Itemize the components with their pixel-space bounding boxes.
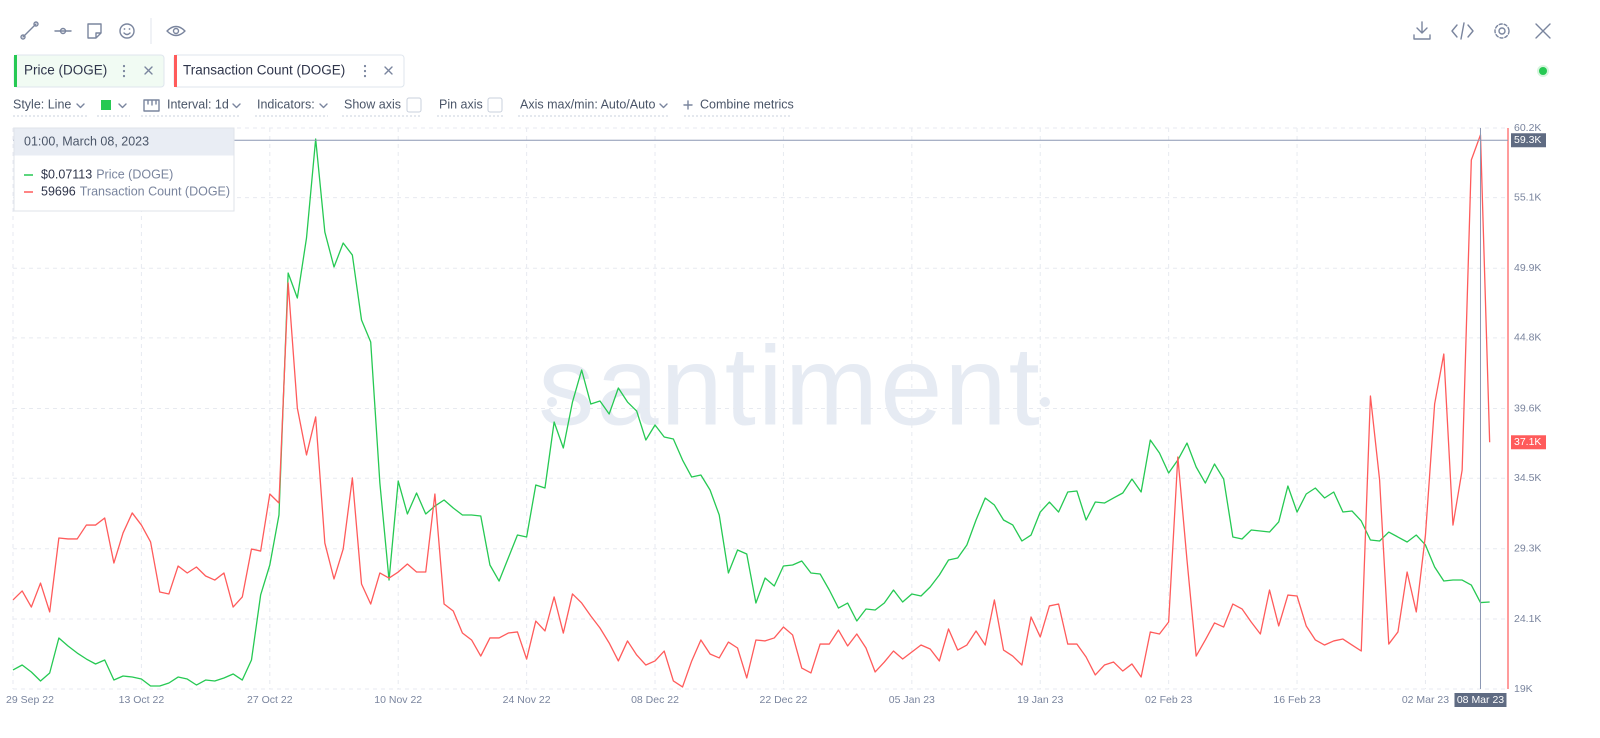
hover-x-label-box xyxy=(1454,693,1507,707)
drawing-toolbar xyxy=(20,18,1551,44)
last-value-label: 37.1K xyxy=(1514,436,1541,448)
y-tick-label: 19K xyxy=(1514,683,1533,695)
tooltip: 01:00, March 08, 2023 $0.07113 Price (DOGE… xyxy=(13,127,235,212)
style-control[interactable]: Style: Line xyxy=(13,97,71,111)
tab-color-bar xyxy=(14,55,17,87)
y-tick-label: 29.3K xyxy=(1514,543,1541,555)
y-tick-label: 24.1K xyxy=(1514,613,1541,625)
x-tick-label: 19 Jan 23 xyxy=(1017,694,1063,706)
interval-icon xyxy=(143,99,160,112)
x-tick-label: 29 Sep 22 xyxy=(6,694,54,706)
combine-metrics[interactable]: Combine metrics xyxy=(700,97,794,111)
y-tick-label: 49.9K xyxy=(1514,262,1541,274)
y-tick-label: 34.5K xyxy=(1514,472,1541,484)
series-line xyxy=(12,134,1491,688)
y-tick-label: 44.8K xyxy=(1514,332,1541,344)
tooltip-value: 59696 xyxy=(41,184,76,198)
metric-tab[interactable]: Price (DOGE) xyxy=(13,54,165,88)
visibility-toggle[interactable] xyxy=(166,25,186,37)
plus-icon xyxy=(683,100,693,110)
tooltip-series-name: Transaction Count (DOGE) xyxy=(80,184,230,198)
x-tick-label: 16 Feb 23 xyxy=(1273,694,1320,706)
show-axis-checkbox[interactable] xyxy=(406,97,422,113)
tooltip-header xyxy=(14,128,234,156)
x-tick-label: 05 Jan 23 xyxy=(889,694,935,706)
interval-control[interactable]: Interval: 1d xyxy=(167,97,229,111)
tab-remove[interactable] xyxy=(144,66,153,75)
x-tick-label: 27 Oct 22 xyxy=(247,694,293,706)
watermark-dot xyxy=(547,397,557,407)
last-value-box xyxy=(1511,435,1546,450)
watermark: santiment xyxy=(538,324,1042,449)
watermark-dot xyxy=(1040,397,1050,407)
emoji-tool[interactable] xyxy=(119,23,135,39)
line-tool[interactable] xyxy=(20,21,39,40)
x-tick-label: 02 Feb 23 xyxy=(1145,694,1192,706)
horizontal-line-tool[interactable] xyxy=(54,27,72,35)
show-axis-label[interactable]: Show axis xyxy=(344,97,401,111)
dropdown-chevron[interactable] xyxy=(232,103,241,109)
plot: santiment 29 Sep 22 13 Oct 22 27 Oct 22 10 N… xyxy=(6,122,1546,707)
tooltip-title: 01:00, March 08, 2023 xyxy=(24,134,149,148)
embed-button[interactable] xyxy=(1451,22,1474,40)
tooltip-series-name: Price (DOGE) xyxy=(96,167,173,181)
x-tick-label: 13 Oct 22 xyxy=(119,694,165,706)
axis-minmax-control[interactable]: Axis max/min: Auto/Auto xyxy=(520,97,656,111)
hover-x-label: 08 Mar 23 xyxy=(1457,694,1504,706)
tab-remove[interactable] xyxy=(384,66,393,75)
y-tick-label: 55.1K xyxy=(1514,191,1541,203)
x-tick-label: 22 Dec 22 xyxy=(759,694,807,706)
close-button[interactable] xyxy=(1535,23,1551,39)
controls: Style: Line Interval: 1d Indicators: Sho… xyxy=(13,97,794,117)
y-tick-label: 60.2K xyxy=(1514,122,1541,134)
y-tick-label: 39.6K xyxy=(1514,402,1541,414)
settings-button[interactable] xyxy=(1494,23,1510,39)
pin-axis-checkbox[interactable] xyxy=(487,97,503,113)
series-line xyxy=(12,138,1490,687)
tab-label: Price (DOGE) xyxy=(24,63,107,78)
x-tick-label: 24 Nov 22 xyxy=(503,694,551,706)
x-tick-label: 08 Dec 22 xyxy=(631,694,679,706)
hover-y-label: 59.3K xyxy=(1514,134,1541,146)
indicators-control[interactable]: Indicators: xyxy=(257,97,315,111)
dropdown-chevron[interactable] xyxy=(76,103,85,109)
tab-color-bar xyxy=(174,55,177,87)
dropdown-chevron[interactable] xyxy=(319,103,328,109)
x-tick-label: 02 Mar 23 xyxy=(1402,694,1449,706)
note-tool[interactable] xyxy=(87,23,102,39)
color-picker[interactable] xyxy=(101,100,111,110)
dropdown-chevron[interactable] xyxy=(118,103,127,109)
pin-axis-label[interactable]: Pin axis xyxy=(439,97,483,111)
status-dot xyxy=(1539,67,1547,75)
hover-y-label-box xyxy=(1511,133,1546,148)
metric-tab[interactable]: Transaction Count (DOGE) xyxy=(173,54,405,88)
tab-label: Transaction Count (DOGE) xyxy=(183,63,345,78)
dropdown-chevron[interactable] xyxy=(659,103,668,109)
x-tick-label: 10 Nov 22 xyxy=(374,694,422,706)
tooltip-value: $0.07113 xyxy=(41,167,92,181)
download-button[interactable] xyxy=(1413,21,1431,40)
